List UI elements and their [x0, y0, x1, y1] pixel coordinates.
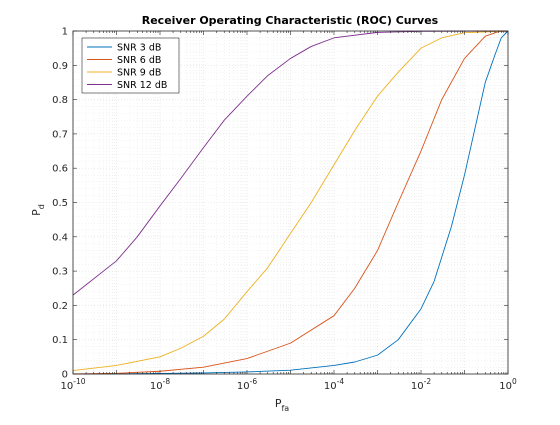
y-tick-label: 0.2 [52, 301, 68, 312]
legend-label-snr-3-db: SNR 3 dB [117, 42, 161, 53]
y-axis-label: Pd [30, 204, 46, 216]
x-tick-label-exponent: 0 [512, 377, 517, 386]
x-tick-label: 10-10 [61, 377, 86, 392]
x-tick-label-exponent: -10 [73, 377, 85, 386]
x-tick-label-exponent: -4 [337, 377, 345, 386]
y-tick-label: 0.3 [52, 267, 68, 278]
legend-label-snr-6-db: SNR 6 dB [117, 55, 161, 66]
x-tick-label-base: 10 [324, 381, 337, 392]
x-tick-label-exponent: -6 [250, 377, 258, 386]
x-tick-label-exponent: -2 [424, 377, 432, 386]
y-tick-label: 0.9 [52, 61, 68, 72]
series-line-snr-12-db [72, 30, 509, 296]
y-tick-label: 0 [62, 370, 68, 381]
x-tick-label-base: 10 [150, 381, 163, 392]
y-tick-label: 1 [62, 27, 68, 38]
x-tick-label: 10-4 [324, 377, 344, 392]
x-tick-label-base: 10 [237, 381, 250, 392]
series-line-snr-9-db [72, 30, 509, 372]
x-tick-label: 10-6 [237, 377, 257, 392]
y-tick-label: 0.6 [52, 164, 68, 175]
x-tick-label: 10-8 [150, 377, 170, 392]
y-axis-label-sub: d [37, 204, 46, 209]
x-axis-label: Pfa [275, 397, 289, 413]
x-axis-label-main: P [275, 397, 282, 410]
x-tick-label-exponent: -8 [163, 377, 171, 386]
x-tick-label: 100 [499, 377, 517, 392]
legend-label-snr-9-db: SNR 9 dB [117, 67, 161, 78]
x-axis-label-sub: fa [281, 404, 289, 413]
axis-ticks [72, 30, 509, 375]
y-axis-label-main: P [30, 209, 43, 216]
y-tick-label: 0.4 [52, 232, 68, 243]
y-tick-label: 0.8 [52, 95, 68, 106]
x-tick-labels: 10-10 10-8 10-6 10-4 10-2 100 [61, 377, 517, 392]
legend-label-snr-12-db: SNR 12 dB [117, 80, 167, 91]
x-tick-label-base: 10 [411, 381, 424, 392]
series-lines [72, 30, 509, 375]
chart-title: Receiver Operating Characteristic (ROC) … [142, 14, 439, 27]
series-line-snr-6-db [72, 30, 509, 375]
x-tick-label-base: 10 [61, 381, 74, 392]
y-tick-labels: 0 0.1 0.2 0.3 0.4 0.5 0.6 0.7 0.8 0.9 1 [52, 27, 68, 381]
x-tick-label: 10-2 [411, 377, 431, 392]
y-tick-label: 0.7 [52, 129, 68, 140]
y-tick-label: 0.1 [52, 335, 68, 346]
x-tick-label-base: 10 [499, 381, 512, 392]
y-tick-label: 0.5 [52, 198, 68, 209]
